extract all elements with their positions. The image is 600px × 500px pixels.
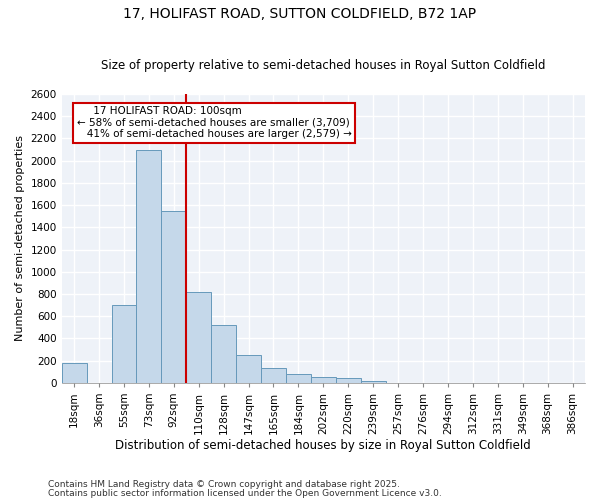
Bar	[186, 292, 211, 383]
Text: 17, HOLIFAST ROAD, SUTTON COLDFIELD, B72 1AP: 17, HOLIFAST ROAD, SUTTON COLDFIELD, B72…	[124, 8, 476, 22]
Bar	[286, 374, 311, 383]
Y-axis label: Number of semi-detached properties: Number of semi-detached properties	[15, 136, 25, 342]
Text: Contains public sector information licensed under the Open Government Licence v3: Contains public sector information licen…	[48, 488, 442, 498]
Bar	[136, 150, 161, 383]
Bar	[336, 378, 361, 383]
Text: 17 HOLIFAST ROAD: 100sqm
← 58% of semi-detached houses are smaller (3,709)
   41: 17 HOLIFAST ROAD: 100sqm ← 58% of semi-d…	[77, 106, 352, 140]
Bar	[361, 380, 386, 383]
Bar	[112, 305, 136, 383]
X-axis label: Distribution of semi-detached houses by size in Royal Sutton Coldfield: Distribution of semi-detached houses by …	[115, 440, 531, 452]
Bar	[261, 368, 286, 383]
Title: Size of property relative to semi-detached houses in Royal Sutton Coldfield: Size of property relative to semi-detach…	[101, 59, 545, 72]
Bar	[211, 325, 236, 383]
Bar	[161, 210, 186, 383]
Bar	[236, 355, 261, 383]
Bar	[311, 377, 336, 383]
Text: Contains HM Land Registry data © Crown copyright and database right 2025.: Contains HM Land Registry data © Crown c…	[48, 480, 400, 489]
Bar	[62, 364, 86, 383]
